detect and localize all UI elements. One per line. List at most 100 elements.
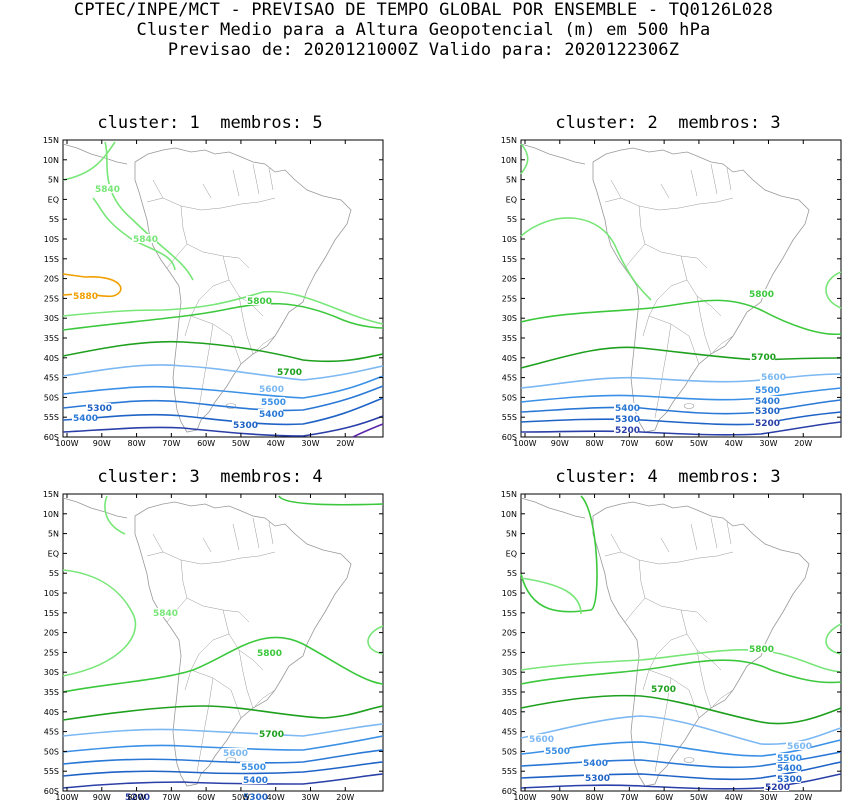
lat-label: 35S: [502, 334, 517, 343]
contour-label-bg: [132, 234, 157, 243]
contour-label-bg: [650, 684, 675, 693]
country-border: [604, 551, 622, 557]
lon-label: 100W: [513, 439, 536, 447]
lat-label: 15S: [502, 255, 517, 264]
contour-label-bg: [124, 792, 149, 801]
contour-line: [62, 340, 384, 363]
panel-title: cluster: 2 membros: 3: [555, 113, 781, 133]
country-border: [196, 677, 214, 773]
lat-label: 25S: [502, 648, 517, 657]
contour-label: 5400: [583, 759, 608, 769]
lat-label: 40S: [502, 354, 517, 363]
country-border: [696, 295, 712, 355]
country-border: [232, 523, 240, 551]
country-border: [726, 521, 732, 545]
lat-label: 40S: [502, 708, 517, 717]
country-border: [654, 323, 672, 419]
lat-label: 10S: [502, 235, 517, 244]
map-layer: 5800570056005600550055005400540053005300…: [520, 495, 842, 793]
lon-label: 70W: [620, 793, 638, 801]
contour-line: [62, 773, 384, 789]
header-line-1: CPTEC/INPE/MCT - PREVISAO DE TEMPO GLOBA…: [73, 0, 774, 20]
contour-label-bg: [544, 746, 569, 755]
lat-label: 10N: [501, 156, 517, 165]
country-border: [624, 243, 646, 269]
contour-line: [367, 625, 384, 655]
lat-label: 15N: [43, 137, 59, 145]
contour-label-bg: [786, 741, 811, 750]
lat-label: 5S: [49, 215, 59, 224]
lon-label: 50W: [232, 793, 250, 801]
coastline: [134, 501, 352, 787]
country-border: [252, 163, 260, 195]
falkland-islands: [683, 757, 695, 763]
lon-label: 50W: [232, 439, 250, 447]
coastline-central-america: [62, 143, 128, 165]
contour-label-bg: [86, 403, 111, 412]
contour-label-bg: [276, 367, 301, 376]
contour-label-bg: [258, 409, 283, 418]
lon-label: 40W: [267, 439, 285, 447]
lat-label: 40S: [44, 708, 59, 717]
coastline-central-america: [520, 143, 586, 165]
contour-label-bg: [240, 762, 265, 771]
contour-label: 5840: [133, 235, 158, 245]
lat-label: 15S: [502, 609, 517, 618]
lat-label: 10S: [44, 235, 59, 244]
contour-label-bg: [584, 773, 609, 782]
contour-line: [520, 143, 529, 175]
country-border: [202, 183, 212, 199]
lat-label: 55S: [44, 767, 59, 776]
contour-line: [352, 423, 384, 438]
panel-title: cluster: 1 membros: 5: [97, 113, 323, 133]
lat-label: 45S: [502, 728, 517, 737]
lat-label: 50S: [502, 747, 517, 756]
contour-label: 5300: [615, 415, 640, 425]
lat-label: 60S: [502, 787, 517, 796]
country-border: [610, 179, 622, 199]
lon-label: 90W: [93, 439, 111, 447]
lat-label: 15S: [44, 255, 59, 264]
coastline-central-america: [520, 497, 586, 519]
lon-label: 30W: [759, 793, 777, 801]
lat-label: 30S: [502, 314, 517, 323]
lat-label: 20S: [502, 629, 517, 638]
country-border: [190, 315, 242, 365]
country-border: [152, 179, 164, 199]
contour-line: [520, 761, 842, 781]
lat-label: 5S: [49, 569, 59, 578]
lon-label: 90W: [93, 793, 111, 801]
contour-line: [520, 577, 582, 615]
contour-label-bg: [776, 753, 801, 762]
country-border: [146, 551, 164, 557]
country-border: [710, 163, 718, 195]
contour-label: 5500: [261, 398, 286, 408]
lon-label: 20W: [336, 793, 354, 801]
falkland-islands: [683, 403, 695, 409]
lon-label: 20W: [794, 439, 812, 447]
country-border: [180, 205, 250, 269]
lon-label: 60W: [655, 793, 673, 801]
country-border: [726, 167, 732, 191]
contour-line: [62, 375, 384, 399]
lat-label: 50S: [44, 393, 59, 402]
contour-label: 5300: [87, 404, 112, 414]
contour-label-bg: [222, 748, 247, 757]
lon-label: 30W: [759, 439, 777, 447]
lat-label: 55S: [44, 413, 59, 422]
contour-label-bg: [748, 289, 773, 298]
country-border: [690, 523, 698, 551]
contour-line: [520, 694, 842, 725]
contour-line: [520, 373, 842, 389]
contour-label-bg: [748, 644, 773, 653]
contour-line: [62, 636, 384, 693]
contour-line: [62, 141, 116, 181]
contour-line: [825, 623, 842, 655]
contour-label: 5300: [777, 775, 802, 785]
cluster-panel-2: cluster: 2 membros: 3 5800 5700 5600 5500 54…: [478, 113, 847, 447]
contour-line: [520, 387, 842, 403]
country-border: [642, 633, 688, 691]
contour-label: 5400: [73, 414, 98, 424]
lat-label: 35S: [44, 688, 59, 697]
